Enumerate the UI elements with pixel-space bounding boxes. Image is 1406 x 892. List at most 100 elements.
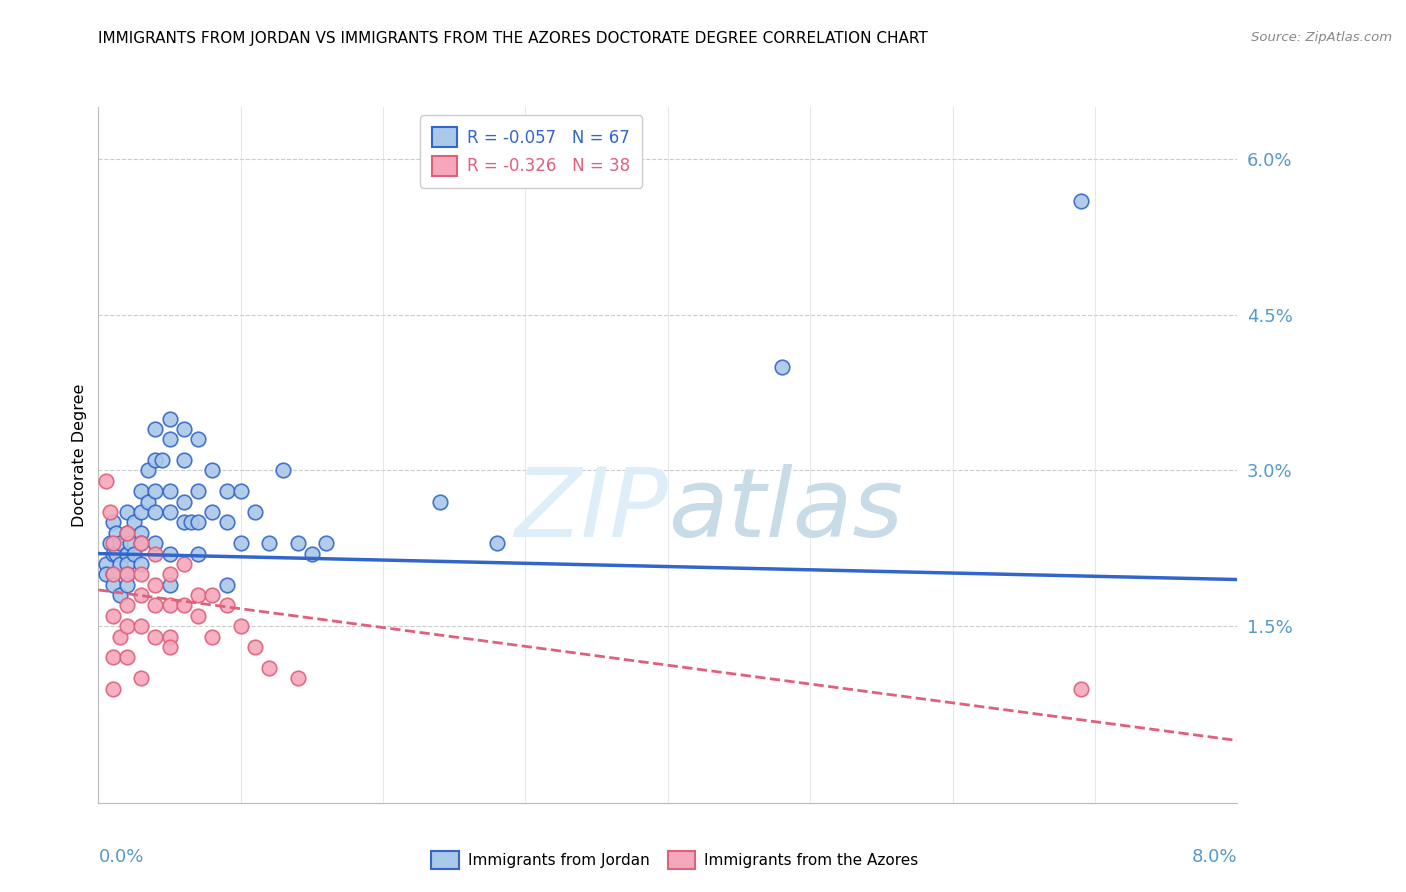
Point [129, 671, 152, 685]
Point [145, 547, 167, 561]
Text: IMMIGRANTS FROM JORDAN VS IMMIGRANTS FROM THE AZORES DOCTORATE DEGREE CORRELATIO: IMMIGRANTS FROM JORDAN VS IMMIGRANTS FRO… [98, 31, 928, 46]
Point [108, 588, 131, 602]
Point [145, 599, 167, 613]
Point [94, 474, 117, 488]
Point [201, 505, 224, 519]
Text: Source: ZipAtlas.com: Source: ZipAtlas.com [1251, 31, 1392, 45]
Point [101, 608, 124, 623]
Point [173, 516, 195, 530]
Point [129, 525, 152, 540]
Point [187, 608, 209, 623]
Point [159, 505, 181, 519]
Point [201, 463, 224, 477]
Point [115, 567, 138, 582]
Point [129, 536, 152, 550]
Point [187, 433, 209, 447]
Text: ZIP: ZIP [515, 464, 668, 558]
Point [101, 567, 124, 582]
Point [129, 505, 152, 519]
Point [98, 536, 121, 550]
Point [187, 516, 209, 530]
Point [115, 567, 138, 582]
Point [145, 578, 167, 592]
Point [145, 505, 167, 519]
Point [1070, 194, 1092, 208]
Point [159, 640, 181, 654]
Point [115, 525, 138, 540]
Legend: R = -0.057   N = 67, R = -0.326   N = 38: R = -0.057 N = 67, R = -0.326 N = 38 [420, 115, 643, 187]
Point [101, 578, 124, 592]
Point [180, 516, 202, 530]
Point [243, 505, 266, 519]
Point [122, 547, 145, 561]
Point [187, 484, 209, 499]
Point [243, 640, 266, 654]
Text: 0.0%: 0.0% [98, 848, 143, 866]
Y-axis label: Doctorate Degree: Doctorate Degree [72, 384, 87, 526]
Point [115, 547, 138, 561]
Point [273, 463, 295, 477]
Point [229, 619, 252, 633]
Point [159, 578, 181, 592]
Point [136, 494, 159, 508]
Point [173, 599, 195, 613]
Text: atlas: atlas [668, 464, 903, 558]
Point [173, 557, 195, 571]
Point [129, 557, 152, 571]
Point [259, 661, 281, 675]
Point [136, 463, 159, 477]
Point [94, 557, 117, 571]
Point [159, 567, 181, 582]
Point [173, 494, 195, 508]
Point [159, 630, 181, 644]
Point [173, 422, 195, 436]
Point [159, 547, 181, 561]
Point [770, 359, 793, 374]
Point [301, 547, 323, 561]
Point [287, 671, 309, 685]
Point [145, 536, 167, 550]
Point [115, 505, 138, 519]
Point [201, 630, 224, 644]
Point [108, 557, 131, 571]
Point [101, 536, 124, 550]
Point [115, 599, 138, 613]
Point [115, 557, 138, 571]
Point [287, 536, 309, 550]
Point [108, 536, 131, 550]
Point [104, 525, 127, 540]
Point [145, 630, 167, 644]
Point [152, 453, 174, 467]
Point [145, 484, 167, 499]
Point [215, 516, 238, 530]
Point [159, 599, 181, 613]
Point [115, 650, 138, 665]
Point [118, 536, 141, 550]
Point [101, 681, 124, 696]
Point [215, 578, 238, 592]
Point [101, 650, 124, 665]
Point [115, 578, 138, 592]
Point [145, 453, 167, 467]
Point [129, 619, 152, 633]
Point [145, 422, 167, 436]
Point [115, 525, 138, 540]
Point [315, 536, 337, 550]
Point [215, 484, 238, 499]
Point [94, 567, 117, 582]
Point [115, 619, 138, 633]
Point [215, 599, 238, 613]
Point [229, 536, 252, 550]
Point [159, 484, 181, 499]
Text: 8.0%: 8.0% [1192, 848, 1237, 866]
Point [429, 494, 451, 508]
Point [159, 411, 181, 425]
Legend: Immigrants from Jordan, Immigrants from the Azores: Immigrants from Jordan, Immigrants from … [425, 845, 925, 875]
Point [101, 567, 124, 582]
Point [129, 484, 152, 499]
Point [122, 516, 145, 530]
Point [101, 516, 124, 530]
Point [229, 484, 252, 499]
Point [98, 505, 121, 519]
Point [129, 567, 152, 582]
